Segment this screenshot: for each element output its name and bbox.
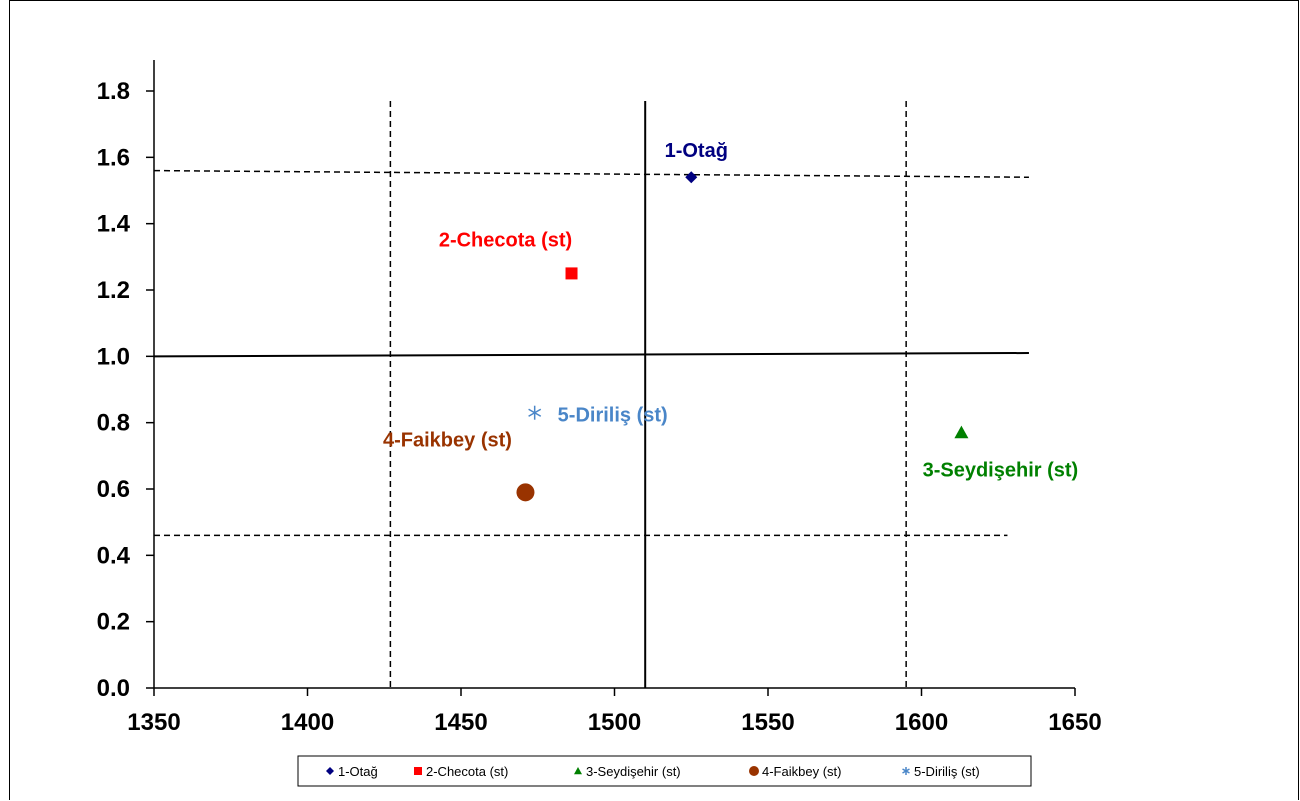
x-tick-label: 1350 — [127, 709, 180, 736]
x-ticks: 1350 1400 1450 1500 1550 1600 1650 — [127, 688, 1102, 736]
data-label-3: 3-Seydişehir (st) — [923, 460, 1079, 482]
legend-marker-4 — [749, 766, 759, 776]
y-tick-label: 1.0 — [97, 343, 130, 370]
legend-label-3: 3-Seydişehir (st) — [586, 764, 681, 779]
chart-frame — [9, 0, 1299, 800]
y-tick-label: 1.8 — [97, 78, 130, 105]
x-tick-label: 1400 — [281, 709, 334, 736]
data-point-2 — [565, 267, 578, 280]
legend-label-5: 5-Diriliş (st) — [914, 764, 980, 779]
legend: 1-Otağ 2-Checota (st) 3-Seydişehir (st) 4-F… — [297, 755, 1032, 787]
legend-marker-3 — [574, 767, 582, 775]
data-label-2: 2-Checota (st) — [439, 229, 572, 251]
y-tick-label: 0.6 — [97, 476, 130, 503]
data-point-5 — [528, 405, 542, 420]
y-tick-label: 1.6 — [97, 144, 130, 171]
horizontal-reference-line — [153, 352, 1029, 358]
y-tick-label: 0.8 — [97, 410, 130, 437]
x-tick-label: 1550 — [741, 709, 794, 736]
data-label-4: 4-Faikbey (st) — [383, 429, 512, 451]
x-tick-label: 1450 — [434, 709, 487, 736]
legend-label-4: 4-Faikbey (st) — [762, 764, 841, 779]
x-tick-label: 1650 — [1048, 709, 1101, 736]
point-labels: 1-Otağ 2-Checota (st) 3-Seydişehir (st) 4-F… — [383, 140, 1078, 481]
y-tick-label: 0.0 — [97, 675, 130, 702]
data-point-4 — [516, 483, 535, 502]
legend-marker-5 — [902, 767, 910, 775]
data-point-3 — [954, 425, 969, 439]
data-points — [516, 171, 969, 502]
horizontal-reference-line — [153, 169, 1029, 178]
data-point-1 — [685, 171, 698, 184]
reference-lines — [153, 101, 1029, 688]
axes — [153, 60, 1075, 689]
data-label-5: 5-Diriliş (st) — [558, 405, 668, 427]
y-ticks: 0.0 0.2 0.4 0.6 0.8 1.0 1.2 1.4 1.6 1.8 — [97, 78, 154, 702]
y-tick-label: 1.4 — [97, 211, 131, 238]
legend-label-1: 1-Otağ — [338, 764, 378, 779]
x-tick-label: 1600 — [895, 709, 948, 736]
y-tick-label: 0.2 — [97, 609, 130, 636]
x-tick-label: 1500 — [588, 709, 641, 736]
legend-label-2: 2-Checota (st) — [426, 764, 508, 779]
legend-marker-1 — [326, 767, 334, 775]
y-tick-label: 1.2 — [97, 277, 130, 304]
legend-marker-2 — [414, 767, 422, 775]
data-label-1: 1-Otağ — [665, 140, 728, 162]
y-tick-label: 0.4 — [97, 542, 131, 569]
